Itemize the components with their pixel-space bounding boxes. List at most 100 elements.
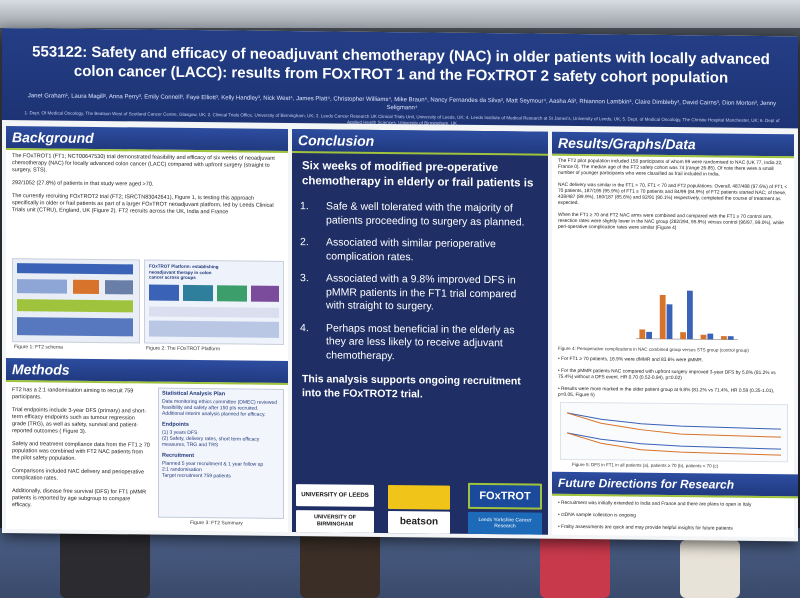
person-far-right (680, 540, 740, 598)
research-poster: 553122: Safety and efficacy of neoadjuva… (2, 28, 798, 542)
item-text: Associated with a 9.8% improved DFS in p… (326, 272, 517, 313)
future-item-3: • Frailty assessments are quick and may … (558, 524, 733, 532)
results-bullets: • For FT1 ≥ 70 patients, 16.9% were dMMR… (552, 354, 794, 405)
logo-text-leeds: UNIVERSITY OF LEEDS (301, 492, 369, 499)
item-text: Associated with similar perioperative co… (326, 236, 496, 263)
platform-box (251, 285, 279, 302)
conclusion-heading: Conclusion (292, 129, 548, 156)
logo-text-foxtrot: FOxTROT (479, 489, 531, 503)
future-list: • Recruitment was initially extended to … (552, 498, 794, 537)
person-left (60, 530, 150, 598)
item-number: 2. (300, 236, 309, 249)
platform-box (217, 285, 247, 302)
dfs-curve (566, 432, 782, 450)
results-p3: When the FT1 ≥ 70 and FT2 NAC arms were … (558, 212, 784, 232)
logo-university-of-leeds: UNIVERSITY OF LEEDS (296, 484, 374, 507)
dfs-curve (566, 412, 782, 430)
title-band: 553122: Safety and efficacy of neoadjuva… (2, 28, 798, 130)
logo-yorkshire-cancer-research: Leeds Yorkshire Cancer Research (468, 511, 542, 535)
fig3-caption: Figure 3: FT2 Summary (190, 519, 243, 527)
fig5-caption: Figure 5: DFS in FT1 in all patients (a)… (572, 461, 719, 469)
conclusion-footer: This analysis supports ongoing recruitme… (302, 373, 521, 401)
background-p1: The FOxTROT1 (FT1; NCT00647530) trial de… (12, 153, 275, 174)
bullet-text: For the pMMR patients NAC compared with … (558, 368, 776, 382)
poster-title: 553122: Safety and efficacy of neoadjuva… (32, 43, 770, 87)
recruit-3: Target recruitment 759 patients (162, 472, 231, 480)
chart-bar (707, 333, 714, 340)
platform-box (149, 320, 279, 338)
results-p2: NAC delivery was similar in the FT1 > 70… (558, 182, 788, 207)
fig2-platform: FOxTROT Platform: establishing neoadjuva… (144, 259, 284, 345)
poster-authors: Janet Graham¹, Laura Magill², Anna Perry… (22, 92, 782, 130)
methods-p2: Trial endpoints include 3-year DFS (prim… (12, 407, 147, 435)
bullet-text: Results were more marked in the older pa… (558, 386, 775, 399)
item-number: 1. (300, 200, 309, 213)
dfs-curve (566, 432, 782, 456)
schema-box (17, 263, 133, 275)
chart-bar (680, 332, 687, 340)
dfs-curve (566, 412, 782, 438)
logo-text-yorkshire: Leeds Yorkshire Cancer Research (478, 516, 532, 530)
logo-cancer-research-uk (388, 485, 450, 510)
future-heading: Future Directions for Research (552, 471, 798, 499)
left-column: Background The FOxTROT1 (FT1; NCT0064753… (6, 126, 288, 532)
background-heading: Background (6, 126, 288, 153)
results-p1: The FT2 pilot population included 150 pa… (558, 158, 783, 178)
future-text: ctDNA sample collection is ongoing (561, 512, 636, 519)
methods-p5: Additionally, disease free survival (DFS… (12, 488, 147, 509)
chart-bar (721, 336, 727, 340)
methods-text: FT2 has a 2:1 randomisation aiming to re… (6, 384, 156, 514)
background-p3: The currently recruiting FOxTROT2 trial … (12, 193, 274, 216)
methods-p4: Comparisons included NAC delivery and pe… (12, 468, 145, 482)
fig4-caption: Figure 4: Perioperative complications in… (558, 345, 749, 353)
statistical-analysis-box: Statistical Analysis Plan Data monitorin… (158, 387, 284, 519)
conclusion-item-1: 1. Safe & well tolerated with the majorit… (292, 200, 548, 230)
conclusion-column: Conclusion Six weeks of modified pre-ope… (292, 129, 548, 535)
platform-box-text: FOxTROT Platform: establishing neoadjuva… (149, 263, 219, 281)
platform-box (183, 284, 213, 302)
endpoint-2: (2) Safety, delivery rates, short term e… (162, 435, 260, 449)
fig2-caption: Figure 2: The FOxTROT Platform (146, 345, 221, 353)
methods-p3: Safety and treatment compliance data fro… (12, 441, 150, 462)
background-hall-ceiling (0, 0, 800, 28)
bullet-text: For FT1 ≥ 70 patients, 16.9% were dMMR a… (561, 356, 704, 364)
results-column: Results/Graphs/Data The FT2 pilot popula… (552, 131, 798, 538)
methods-p1: FT2 has a 2:1 randomisation aiming to re… (12, 387, 134, 401)
item-text: Safe & well tolerated with the majority … (326, 200, 525, 228)
platform-box (149, 284, 179, 301)
future-text: Frailty assessments are quick and may pr… (561, 524, 733, 532)
chart-bar (687, 290, 693, 340)
chart-bar (700, 334, 707, 340)
fig1-caption: Figure 1: FT2 schema (14, 344, 63, 351)
schema-box (17, 317, 133, 337)
chart-bar (666, 304, 673, 340)
future-text: Recruitment was initially extended to In… (561, 500, 752, 508)
item-number: 3. (300, 272, 309, 285)
dfs-curves-figure (560, 401, 788, 463)
platform-box (149, 306, 279, 318)
results-heading: Results/Graphs/Data (552, 131, 794, 159)
conclusion-lead: Six weeks of modified pre-operative chem… (302, 160, 534, 190)
conclusion-item-2: 2. Associated with similar perioperative … (292, 236, 548, 266)
item-text: Perhaps most beneficial in the elderly a… (326, 321, 515, 362)
conclusion-item-3: 3. Associated with a 9.8% improved DFS in… (292, 272, 548, 315)
conclusion-item-4: 4. Perhaps most beneficial in the elderly… (292, 322, 548, 365)
chart-bar (639, 329, 646, 339)
stat-text: Data monitoring ethics committee (DMEC) … (162, 398, 278, 418)
schema-box (17, 299, 133, 313)
schema-box (17, 279, 67, 294)
methods-heading: Methods (6, 358, 288, 385)
person-center (300, 530, 380, 598)
logo-beatson: beatson (388, 511, 450, 534)
item-number: 4. (300, 321, 309, 334)
chart-bar (727, 336, 734, 340)
schema-box (105, 280, 133, 295)
chart-bar (646, 331, 652, 339)
person-right (540, 532, 610, 598)
logo-foxtrot: FOxTROT (468, 482, 542, 510)
logo-text-beatson: beatson (399, 516, 439, 528)
logo-text-birmingham: UNIVERSITY OF BIRMINGHAM (313, 514, 357, 528)
complications-bar-chart (636, 290, 738, 341)
chart-bar (659, 294, 666, 339)
fig1-schema (12, 258, 140, 344)
